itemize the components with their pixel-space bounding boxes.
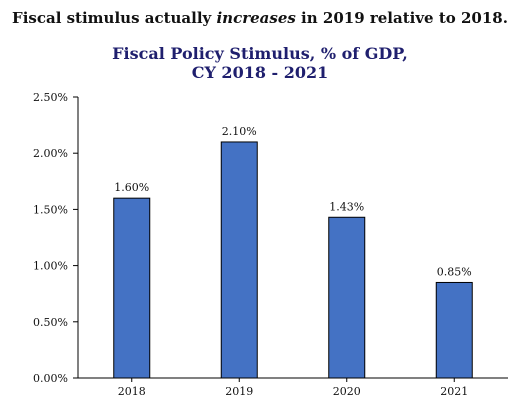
y-tick-label: 0.50% (33, 316, 68, 329)
data-label: 1.43% (329, 200, 364, 213)
headline-text-before: Fiscal stimulus actually (12, 9, 217, 27)
x-tick-label: 2018 (118, 385, 146, 398)
data-label: 2.10% (222, 125, 257, 138)
chart-title: Fiscal Policy Stimulus, % of GDP, (112, 44, 408, 63)
y-tick-label: 1.50% (33, 203, 68, 216)
chart-title-block: Fiscal Policy Stimulus, % of GDP, CY 201… (0, 44, 520, 82)
data-labels: 1.60% 2.10% 1.43% 0.85% (114, 125, 471, 278)
bars (113, 141, 473, 379)
y-axis: 0.00% 0.50% 1.00% 1.50% 2.00% 2.50% (33, 91, 79, 385)
y-tick-label: 0.00% (33, 372, 68, 385)
y-tick-label: 1.00% (33, 260, 68, 273)
headline: Fiscal stimulus actually increases in 20… (0, 9, 520, 27)
chart-subtitle: CY 2018 - 2021 (191, 63, 329, 82)
x-axis: 2018 2019 2020 2021 (78, 377, 508, 398)
x-tick-label: 2019 (225, 385, 253, 398)
data-label: 1.60% (114, 181, 149, 194)
bar (328, 216, 366, 379)
headline-text-after: in 2019 relative to 2018. (295, 9, 508, 27)
headline-emphasis: increases (216, 9, 296, 27)
bar (220, 141, 258, 379)
bar (113, 197, 151, 379)
y-tick-label: 2.50% (33, 91, 68, 104)
y-tick-label: 2.00% (33, 147, 68, 160)
data-label: 0.85% (437, 265, 472, 278)
x-tick-label: 2021 (440, 385, 468, 398)
x-tick-label: 2020 (333, 385, 361, 398)
bar (435, 281, 473, 379)
